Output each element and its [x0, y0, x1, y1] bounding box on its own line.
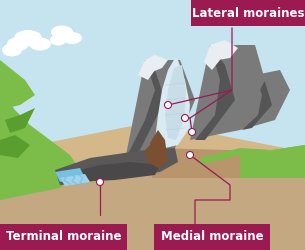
- Circle shape: [188, 128, 196, 136]
- Polygon shape: [150, 130, 167, 162]
- Polygon shape: [0, 122, 305, 178]
- Polygon shape: [190, 45, 265, 140]
- Polygon shape: [154, 224, 270, 250]
- Polygon shape: [210, 40, 238, 60]
- Ellipse shape: [51, 26, 73, 38]
- Polygon shape: [200, 145, 305, 165]
- Text: Medial moraine: Medial moraine: [161, 230, 263, 243]
- Circle shape: [181, 114, 188, 121]
- Polygon shape: [145, 55, 168, 72]
- Ellipse shape: [50, 34, 66, 46]
- Polygon shape: [0, 90, 80, 200]
- Circle shape: [186, 152, 193, 158]
- Polygon shape: [0, 135, 30, 158]
- Polygon shape: [165, 65, 186, 140]
- Text: Lateral moraines: Lateral moraines: [192, 6, 304, 20]
- Polygon shape: [125, 60, 195, 160]
- Polygon shape: [0, 148, 305, 250]
- Circle shape: [96, 178, 103, 186]
- Circle shape: [164, 102, 171, 108]
- Polygon shape: [195, 45, 235, 140]
- Polygon shape: [125, 60, 165, 160]
- Polygon shape: [0, 224, 127, 250]
- Text: Terminal moraine: Terminal moraine: [5, 230, 121, 243]
- Polygon shape: [5, 108, 35, 133]
- Polygon shape: [138, 60, 155, 80]
- Ellipse shape: [62, 32, 82, 44]
- Ellipse shape: [7, 37, 29, 51]
- Ellipse shape: [2, 44, 22, 57]
- Polygon shape: [240, 145, 305, 178]
- Polygon shape: [0, 60, 35, 110]
- Polygon shape: [60, 174, 90, 186]
- Polygon shape: [60, 162, 160, 182]
- Ellipse shape: [14, 30, 42, 46]
- Polygon shape: [191, 0, 305, 26]
- Polygon shape: [155, 58, 190, 148]
- Polygon shape: [55, 148, 178, 185]
- Polygon shape: [152, 148, 305, 178]
- Polygon shape: [242, 75, 272, 130]
- Polygon shape: [240, 70, 290, 130]
- Polygon shape: [55, 168, 85, 182]
- Ellipse shape: [29, 38, 51, 51]
- Polygon shape: [145, 140, 168, 168]
- Polygon shape: [204, 45, 220, 70]
